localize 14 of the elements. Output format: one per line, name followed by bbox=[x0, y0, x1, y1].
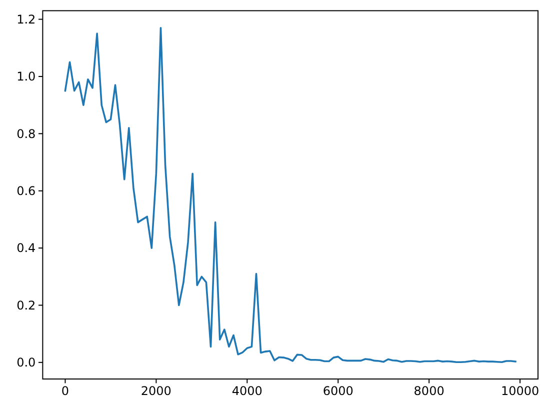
y-tick-label: 0.2 bbox=[16, 298, 36, 312]
y-tick-label: 0.6 bbox=[16, 184, 36, 198]
x-tick-label: 8000 bbox=[414, 384, 444, 398]
y-tick-label: 0.0 bbox=[16, 356, 36, 370]
x-tick-label: 2000 bbox=[140, 384, 172, 398]
y-tick-label: 1.2 bbox=[16, 12, 36, 26]
x-tick-label: 0 bbox=[61, 384, 70, 398]
y-tick-label: 1.0 bbox=[16, 70, 36, 84]
x-tick-label: 6000 bbox=[322, 384, 354, 398]
x-tick-label: 4000 bbox=[232, 384, 262, 398]
y-tick-label: 0.8 bbox=[16, 126, 36, 141]
y-tick-label: 0.4 bbox=[16, 241, 36, 256]
line-series bbox=[64, 26, 516, 364]
x-tick-label: 10000 bbox=[500, 384, 540, 398]
